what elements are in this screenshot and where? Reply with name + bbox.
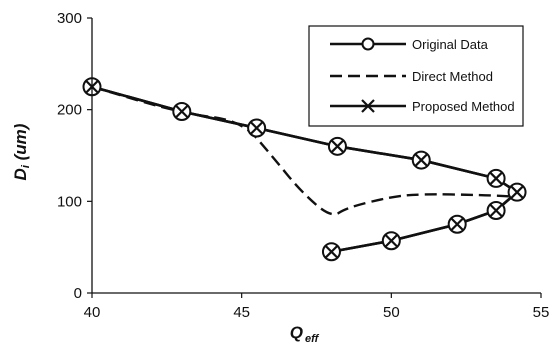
x-tick-label: 50 [383, 304, 400, 321]
tick-layer: 40 45 50 55 0 100 200 300 [57, 10, 549, 321]
y-tick-label: 100 [57, 193, 82, 210]
circle-marker [411, 150, 431, 170]
x-marker [450, 217, 464, 232]
legend-item: Direct Method [330, 69, 493, 84]
legend-items: Original Data Direct Method Proposed Metho… [330, 37, 515, 114]
y-tick-label: 200 [57, 102, 82, 119]
legend-x-marker [361, 99, 375, 113]
axes [91, 18, 541, 294]
x-marker [330, 139, 345, 154]
x-axis-title-symbol: Q [290, 323, 303, 342]
x-tick-label: 40 [84, 304, 101, 321]
legend: Original Data Direct Method Proposed Metho… [308, 25, 524, 127]
x-marker [175, 104, 189, 119]
x-marker [489, 203, 503, 218]
x-marker [249, 121, 264, 135]
x-axis-title-subscript: eff [305, 333, 320, 345]
legend-box [308, 25, 524, 127]
x-marker [324, 244, 339, 259]
x-marker [489, 171, 503, 186]
legend-label: Direct Method [412, 69, 493, 84]
circle-marker [247, 118, 267, 138]
legend-item: Original Data [330, 37, 489, 52]
x-tick-label: 55 [533, 304, 550, 321]
circle-marker [321, 242, 341, 262]
series-layer [82, 77, 527, 262]
legend-label: Original Data [412, 37, 489, 52]
x-marker [510, 185, 524, 199]
y-tick-label: 0 [74, 285, 82, 302]
circle-marker [172, 102, 192, 121]
legend-item: Proposed Method [330, 99, 515, 114]
y-axis-title-subscript: i [20, 164, 32, 168]
x-marker [414, 153, 429, 167]
circle-marker [327, 136, 347, 156]
y-tick-label: 300 [57, 10, 82, 27]
x-tick-label: 45 [233, 304, 250, 321]
y-axis-title: Di (um) [11, 123, 32, 180]
circle-marker [486, 168, 506, 188]
y-axis-title-unit: (um) [11, 123, 30, 165]
x-marker [384, 233, 399, 248]
circle-marker [381, 231, 401, 251]
y-axis-title-symbol: D [11, 168, 30, 180]
circle-marker [447, 214, 467, 234]
legend-label: Proposed Method [412, 99, 515, 114]
markers-proposed-method [85, 79, 524, 259]
legend-circle-marker [361, 37, 375, 51]
circle-marker [507, 182, 527, 202]
circle-marker [486, 201, 506, 220]
